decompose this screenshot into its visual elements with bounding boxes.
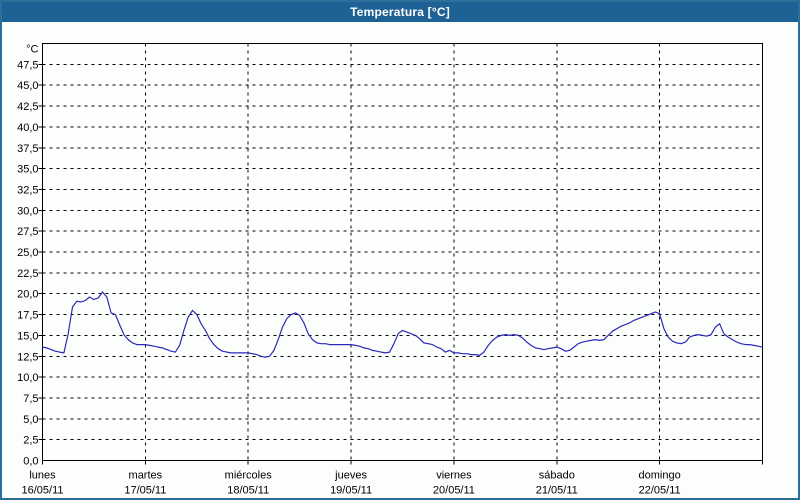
- y-tick-label: 47,5: [17, 59, 38, 71]
- y-tick-label: 22,5: [17, 268, 38, 280]
- date-label: 19/05/11: [330, 485, 372, 497]
- day-label: domingo: [639, 470, 681, 482]
- date-label: 22/05/11: [639, 485, 681, 497]
- y-tick-label: 2,5: [23, 435, 38, 447]
- y-tick-label: 27,5: [17, 226, 38, 238]
- day-label: viernes: [436, 470, 472, 482]
- y-tick-label: 5,0: [23, 414, 38, 426]
- date-label: 18/05/11: [227, 485, 269, 497]
- chart-title: Temperatura [°C]: [350, 5, 450, 19]
- title-bar: Temperatura [°C]: [2, 2, 798, 22]
- series-polyline: [41, 291, 764, 358]
- date-label: 16/05/11: [21, 485, 63, 497]
- y-axis-unit-label: °C: [26, 44, 38, 56]
- y-tick-label: 35,0: [17, 164, 38, 176]
- day-label: sábado: [539, 470, 575, 482]
- y-tick-label: 10,0: [17, 372, 38, 384]
- y-tick-label: 40,0: [17, 122, 38, 134]
- day-label: jueves: [334, 470, 367, 482]
- date-label: 20/05/11: [433, 485, 475, 497]
- y-tick-label: 7,5: [23, 393, 38, 405]
- y-tick-label: 20,0: [17, 289, 38, 301]
- y-tick-label: 42,5: [17, 101, 38, 113]
- y-tick-label: 17,5: [17, 310, 38, 322]
- date-label: 21/05/11: [536, 485, 578, 497]
- y-tick-label: 0,0: [23, 456, 38, 468]
- y-tick-label: 45,0: [17, 80, 38, 92]
- y-tick-label: 32,5: [17, 184, 38, 196]
- y-tick-label: 12,5: [17, 351, 38, 363]
- temperature-line-chart: 47,5 45,0 42,5 40,0 37,5 35,0 32,5 30,0 27,5 25,0…: [17, 43, 764, 497]
- y-tick-label: 15,0: [17, 330, 38, 342]
- day-label: lunes: [29, 470, 56, 482]
- y-tick-label: 30,0: [17, 205, 38, 217]
- y-tick-label: 25,0: [17, 247, 38, 259]
- day-label: miércoles: [225, 470, 273, 482]
- y-tick-label: 37,5: [17, 143, 38, 155]
- date-label: 17/05/11: [124, 485, 166, 497]
- day-label: martes: [129, 470, 163, 482]
